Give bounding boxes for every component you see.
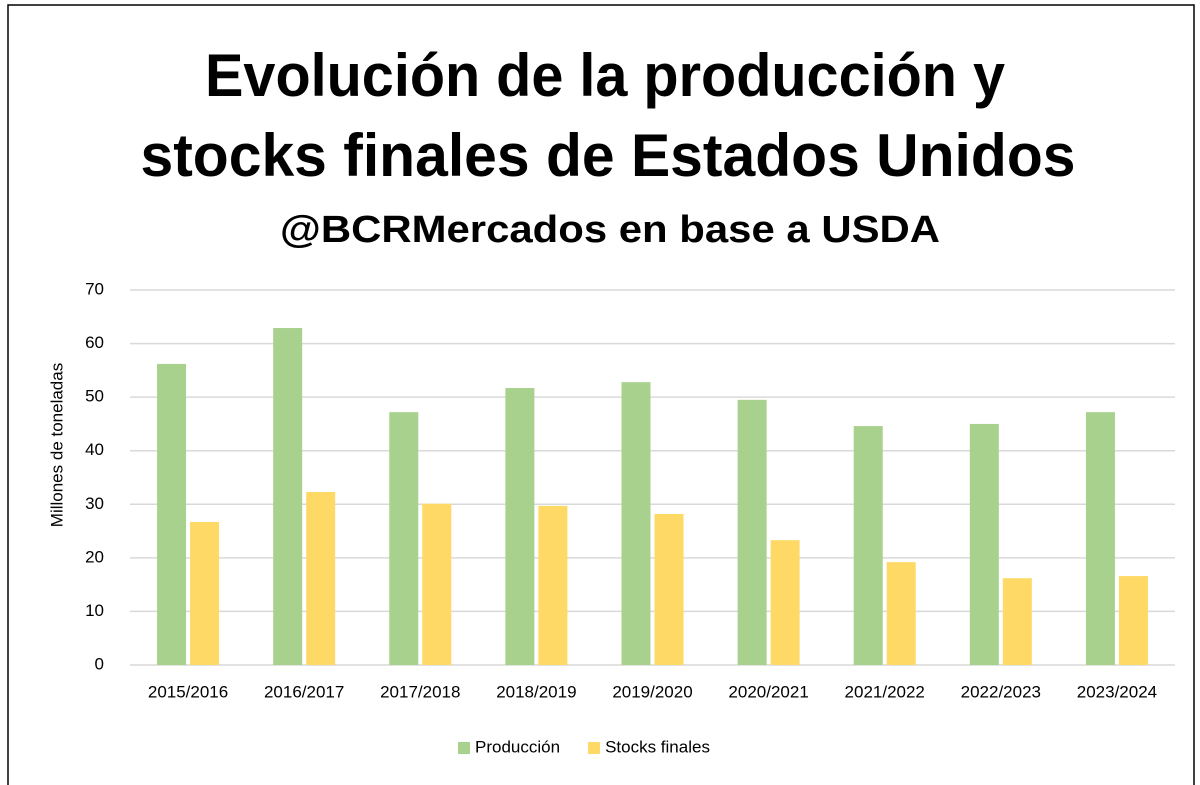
y-tick-label: 50 <box>85 387 104 406</box>
bar <box>1118 576 1148 665</box>
bar <box>1002 578 1032 665</box>
legend-swatch <box>588 742 601 754</box>
y-tick-label: 0 <box>95 654 104 673</box>
bar <box>422 503 452 665</box>
y-axis-label: Millones de toneladas <box>47 363 66 527</box>
x-tick-label: 2020/2021 <box>728 682 808 701</box>
chart-subtitle: @BCRMercados en base a USDA <box>280 209 940 251</box>
y-tick-label: 10 <box>85 601 104 620</box>
legend-swatch <box>458 742 470 754</box>
legend-label: Producción <box>475 737 560 756</box>
bar <box>306 491 336 665</box>
bar <box>157 363 187 665</box>
x-tick-label: 2016/2017 <box>264 682 344 701</box>
y-tick-label: 60 <box>85 333 104 352</box>
x-tick-label: 2021/2022 <box>845 682 925 701</box>
bar <box>621 382 651 665</box>
chart-title: stocks finales de Estados Unidos <box>141 122 1076 189</box>
bar <box>737 399 767 665</box>
x-tick-label: 2018/2019 <box>496 682 576 701</box>
bar <box>538 505 568 665</box>
y-tick-label: 40 <box>85 440 104 459</box>
bar <box>505 388 535 665</box>
bar <box>969 423 999 665</box>
chart-title: Evolución de la producción y <box>205 42 1006 109</box>
bar <box>1085 412 1115 665</box>
x-tick-label: 2023/2024 <box>1077 682 1157 701</box>
y-tick-label: 70 <box>85 279 104 298</box>
frame <box>7 4 1195 785</box>
x-tick-label: 2015/2016 <box>148 682 228 701</box>
bar <box>273 328 303 665</box>
x-tick-label: 2019/2020 <box>612 682 692 701</box>
y-tick-label: 30 <box>85 494 104 513</box>
legend-label: Stocks finales <box>605 737 710 756</box>
x-tick-label: 2017/2018 <box>380 682 460 701</box>
bar <box>654 513 684 665</box>
x-tick-label: 2022/2023 <box>961 682 1041 701</box>
bar <box>886 562 916 665</box>
bar <box>389 412 419 665</box>
bar <box>853 426 883 665</box>
y-tick-label: 20 <box>85 547 104 566</box>
bar <box>770 540 800 665</box>
bar <box>190 521 220 665</box>
